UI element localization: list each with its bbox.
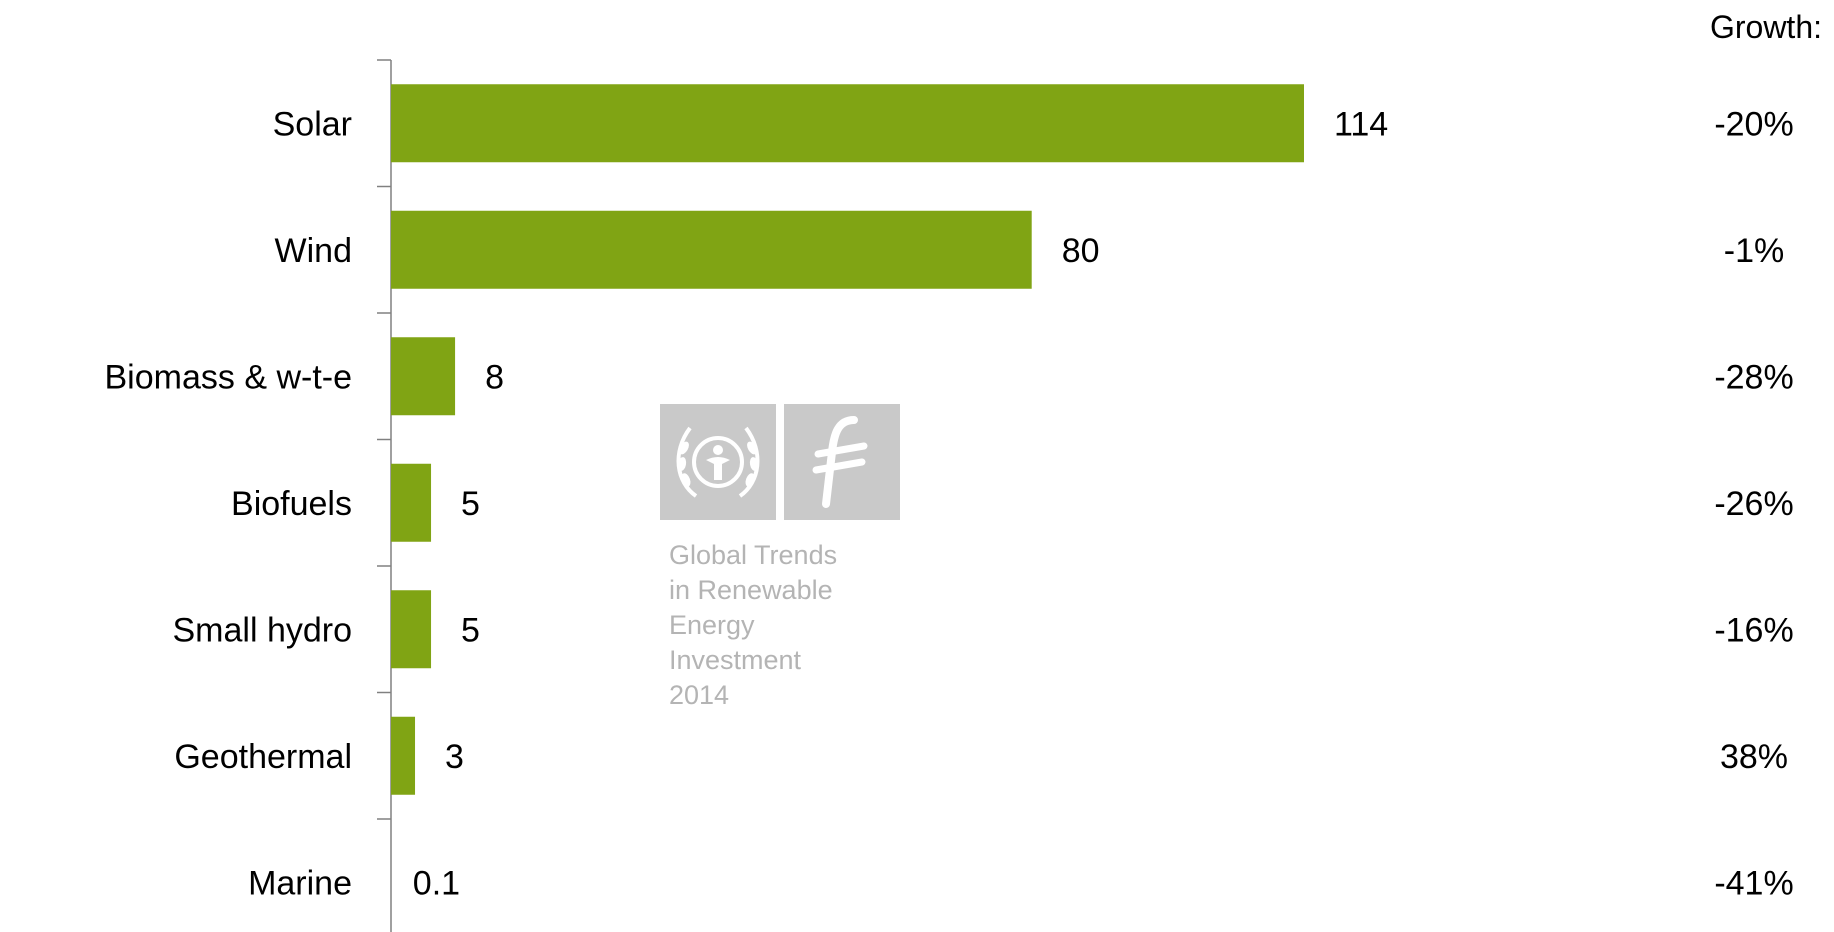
watermark-line: 2014 [669,680,730,710]
category-label: Marine [248,864,352,902]
frankfurt-school-f-icon [784,404,900,520]
category-label: Geothermal [174,738,352,776]
growth-header: Growth: [1710,9,1822,45]
unep-laurel-icon [660,404,776,520]
growth-value: -26% [1714,485,1793,523]
category-label: Biofuels [231,485,352,523]
bar [391,463,432,542]
data-label: 3 [445,738,464,776]
growth-value: -16% [1714,611,1793,649]
data-label: 114 [1334,105,1388,143]
watermark-line: Global Trends [669,540,838,570]
data-label: 5 [461,611,480,649]
bar [391,337,456,416]
value-labels: 114 80 8 5 5 3 0.1 [413,105,1388,902]
watermark-line: Investment [669,645,802,675]
growth-value: -41% [1714,864,1793,902]
data-label: 5 [461,485,480,523]
category-label: Biomass & w-t-e [105,358,353,396]
growth-column: Growth: -20% -1% -28% -26% -16% 38% -41% [1710,9,1822,902]
category-labels: Solar Wind Biomass & w-t-e Biofuels Small hy… [105,105,353,902]
watermark-text: Global Trends in Renewable Energy Invest… [669,538,900,713]
category-label: Wind [275,232,352,270]
watermark-line: in Renewable [669,575,833,605]
watermark-line: Energy [669,610,755,640]
growth-value: -20% [1714,105,1793,143]
data-label: 80 [1062,232,1100,270]
bar [391,210,1032,289]
bar [391,590,432,669]
watermark: Global Trends in Renewable Energy Invest… [660,404,900,713]
category-label: Solar [273,105,352,143]
bars [391,84,1304,795]
growth-value: -1% [1724,232,1784,270]
growth-value: 38% [1720,738,1788,776]
category-label: Small hydro [172,611,352,649]
bar [391,716,416,795]
data-label: 8 [485,358,504,396]
bar [391,84,1304,163]
growth-value: -28% [1714,358,1793,396]
category-axis [377,59,392,932]
data-label: 0.1 [413,864,460,902]
